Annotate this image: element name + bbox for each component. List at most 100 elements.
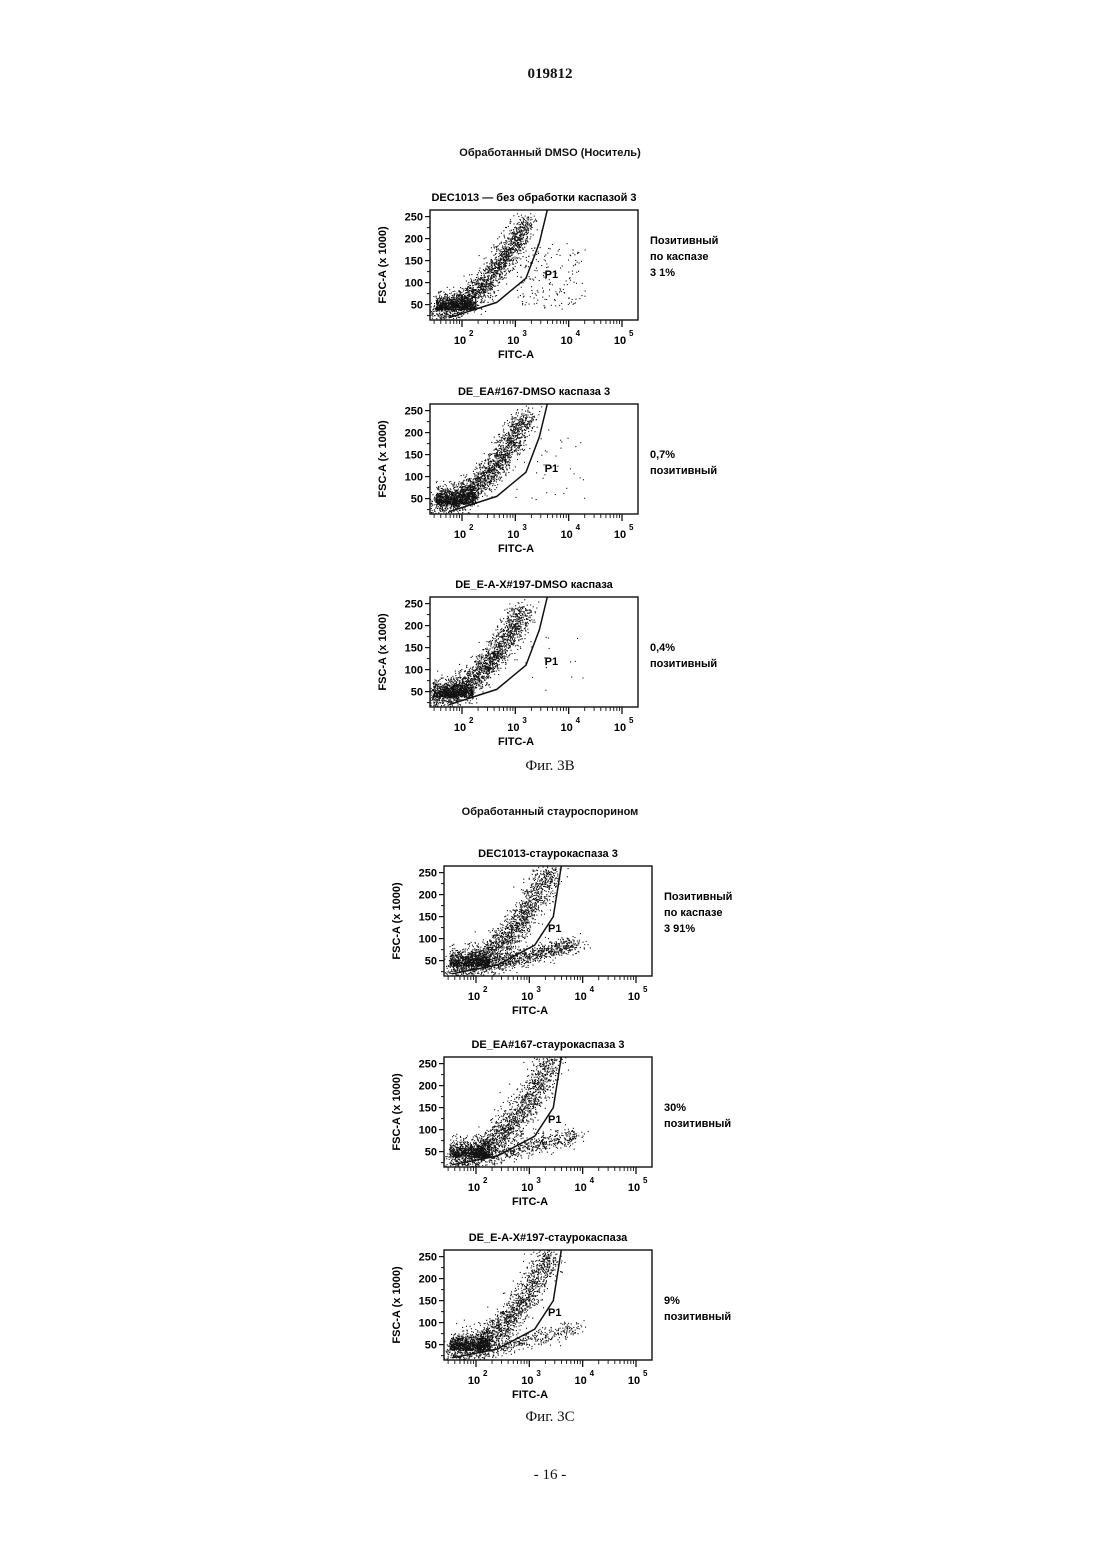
data-point <box>462 298 463 299</box>
data-point <box>507 457 508 458</box>
y-tick-label: 150 <box>405 450 423 462</box>
data-point <box>506 254 507 255</box>
data-point <box>545 260 546 261</box>
data-point <box>492 473 493 474</box>
data-point <box>530 219 531 220</box>
data-point <box>526 257 527 258</box>
data-point <box>477 478 478 479</box>
data-point <box>507 260 508 261</box>
data-point <box>463 314 464 315</box>
data-point <box>481 472 482 473</box>
data-point <box>531 286 532 287</box>
data-point <box>501 437 502 438</box>
data-point <box>449 315 450 316</box>
data-point <box>530 238 531 239</box>
data-point <box>493 481 494 482</box>
data-point <box>502 272 503 273</box>
data-point <box>439 295 440 296</box>
data-point <box>519 428 520 429</box>
data-point <box>499 250 500 251</box>
data-point <box>523 445 524 446</box>
data-point <box>430 312 431 313</box>
data-point <box>524 219 525 220</box>
data-point <box>559 305 560 306</box>
data-point <box>492 289 493 290</box>
data-point <box>558 250 559 251</box>
data-point <box>501 456 502 457</box>
data-point <box>515 266 516 267</box>
data-point <box>502 468 503 469</box>
data-point <box>491 483 492 484</box>
data-point <box>517 410 518 411</box>
data-point <box>496 249 497 250</box>
data-point <box>473 290 474 291</box>
data-point <box>520 224 521 225</box>
data-point <box>506 433 507 434</box>
data-point <box>504 247 505 248</box>
data-point <box>461 475 462 476</box>
data-point <box>477 496 478 497</box>
data-point <box>462 288 463 289</box>
data-point <box>516 230 517 231</box>
data-point <box>516 417 517 418</box>
data-point <box>440 511 441 512</box>
data-point <box>509 438 510 439</box>
data-point <box>436 306 437 307</box>
data-point <box>445 296 446 297</box>
data-point <box>524 247 525 248</box>
data-point <box>463 303 464 304</box>
data-point <box>433 313 434 314</box>
data-point <box>470 486 471 487</box>
data-point <box>486 272 487 273</box>
data-point <box>483 290 484 291</box>
data-point <box>498 471 499 472</box>
data-point <box>478 506 479 507</box>
data-point <box>516 229 517 230</box>
data-point <box>485 292 486 293</box>
data-point <box>555 291 556 292</box>
data-point <box>454 295 455 296</box>
data-point <box>460 486 461 487</box>
data-point <box>572 253 573 254</box>
data-point <box>427 313 428 314</box>
data-point <box>520 277 521 278</box>
data-point <box>506 435 507 436</box>
data-point <box>476 463 477 464</box>
data-point <box>464 295 465 296</box>
data-point <box>514 442 515 443</box>
data-point <box>445 490 446 491</box>
data-point <box>512 416 513 417</box>
data-point <box>495 475 496 476</box>
data-point <box>444 305 445 306</box>
data-point <box>466 306 467 307</box>
data-point <box>504 254 505 255</box>
data-point <box>431 492 432 493</box>
data-point <box>475 301 476 302</box>
data-point <box>503 457 504 458</box>
data-point <box>506 240 507 241</box>
data-point <box>493 277 494 278</box>
data-point <box>441 296 442 297</box>
data-point <box>528 256 529 257</box>
data-point <box>560 255 561 256</box>
data-point <box>500 468 501 469</box>
data-point <box>516 240 517 241</box>
data-point <box>451 304 452 305</box>
data-point <box>466 485 467 486</box>
data-point <box>462 512 463 513</box>
data-point <box>513 264 514 265</box>
data-point <box>464 488 465 489</box>
data-point <box>510 251 511 252</box>
data-point <box>444 310 445 311</box>
data-point <box>529 424 530 425</box>
data-point <box>465 301 466 302</box>
data-point <box>514 426 515 427</box>
data-point <box>531 417 532 418</box>
data-point <box>513 268 514 269</box>
data-point <box>443 292 444 293</box>
data-point <box>513 470 514 471</box>
data-point <box>548 266 549 267</box>
data-point <box>504 448 505 449</box>
data-point <box>514 450 515 451</box>
data-point <box>434 315 435 316</box>
